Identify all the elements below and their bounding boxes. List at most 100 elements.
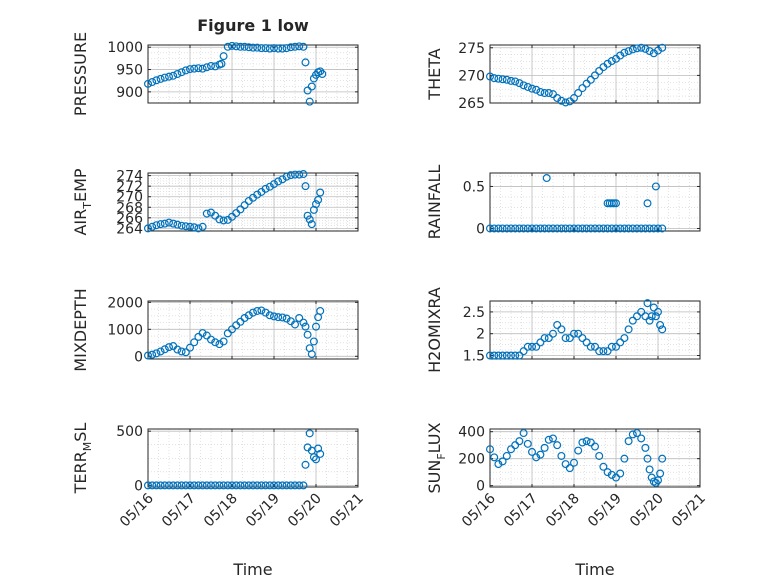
data-point xyxy=(507,351,516,360)
data-point xyxy=(236,481,245,490)
data-point xyxy=(658,224,667,233)
data-point xyxy=(557,325,566,334)
data-point xyxy=(217,59,226,68)
data-point xyxy=(240,201,249,210)
data-point xyxy=(611,224,620,233)
data-point xyxy=(590,71,599,80)
data-point xyxy=(316,449,325,458)
data-point xyxy=(624,47,633,56)
data-point xyxy=(565,224,574,233)
y-tick-label: 270 xyxy=(116,190,143,206)
data-point xyxy=(490,453,499,462)
figure-title: Figure 1 low xyxy=(197,16,309,35)
data-point xyxy=(536,338,545,347)
data-point xyxy=(165,218,174,227)
data-point xyxy=(177,481,186,490)
y-tick-label: 270 xyxy=(458,68,485,84)
data-point xyxy=(198,64,207,73)
data-point xyxy=(301,58,310,67)
subplot-1: 900 950 1000 PRESSURE xyxy=(71,32,359,116)
data-point xyxy=(574,89,583,98)
data-point xyxy=(527,224,536,233)
data-point xyxy=(658,454,667,463)
data-point xyxy=(536,224,545,233)
data-point xyxy=(291,481,300,490)
y-tick-label: 268 xyxy=(116,200,143,216)
data-point xyxy=(515,79,524,88)
axes-frame xyxy=(489,44,701,104)
data-point xyxy=(303,330,312,339)
axes-frame xyxy=(147,172,359,232)
data-point xyxy=(490,351,499,360)
data-point xyxy=(578,224,587,233)
data-point xyxy=(173,220,182,229)
data-point xyxy=(181,66,190,75)
data-point xyxy=(486,351,495,360)
y-axis-label: SUNFLUX xyxy=(425,422,448,493)
data-point xyxy=(643,299,652,308)
y-tick-label: 0.5 xyxy=(463,179,485,195)
data-point xyxy=(486,445,495,454)
axes-frame xyxy=(147,300,359,360)
data-point xyxy=(282,314,291,323)
data-point xyxy=(160,481,169,490)
data-point xyxy=(645,224,654,233)
data-point xyxy=(244,311,253,320)
data-point xyxy=(312,200,321,209)
data-point xyxy=(186,481,195,490)
data-point xyxy=(160,73,169,82)
data-point xyxy=(261,184,270,193)
data-point xyxy=(236,205,245,214)
data-point xyxy=(498,457,507,466)
data-point xyxy=(637,307,646,316)
data-point xyxy=(156,481,165,490)
data-point xyxy=(586,438,595,447)
data-point xyxy=(156,347,165,356)
data-point xyxy=(270,44,279,53)
data-point xyxy=(305,97,314,106)
data-point xyxy=(544,435,553,444)
data-point xyxy=(569,329,578,338)
x-axis-label-right: Time xyxy=(574,560,614,579)
y-tick-label: 2 xyxy=(476,327,485,343)
data-point xyxy=(544,89,553,98)
data-point xyxy=(607,470,616,479)
data-point xyxy=(207,335,216,344)
data-point xyxy=(561,224,570,233)
data-point xyxy=(186,343,195,352)
data-point xyxy=(228,325,237,334)
data-point xyxy=(498,351,507,360)
data-point xyxy=(228,481,237,490)
data-point xyxy=(198,481,207,490)
y-axis-label: AIRTEMP xyxy=(71,168,94,235)
data-point xyxy=(307,82,316,91)
data-point xyxy=(565,334,574,343)
y-tick-label: 900 xyxy=(116,85,143,101)
data-point xyxy=(181,481,190,490)
data-point xyxy=(557,224,566,233)
data-point xyxy=(523,82,532,91)
data-point xyxy=(527,447,536,456)
data-point xyxy=(647,312,656,321)
data-point xyxy=(202,209,211,218)
data-point xyxy=(515,437,524,446)
data-point xyxy=(286,171,295,180)
data-point xyxy=(190,338,199,347)
data-point xyxy=(653,307,662,316)
data-point xyxy=(215,215,224,224)
data-point xyxy=(278,175,287,184)
data-point xyxy=(152,481,161,490)
y-tick-label: 950 xyxy=(116,63,143,79)
data-point xyxy=(244,43,253,52)
data-point xyxy=(523,224,532,233)
data-point xyxy=(257,481,266,490)
data-point xyxy=(620,224,629,233)
data-point xyxy=(181,348,190,357)
data-point xyxy=(278,481,287,490)
data-point xyxy=(624,437,633,446)
data-point xyxy=(515,351,524,360)
data-point xyxy=(502,75,511,84)
data-point xyxy=(532,453,541,462)
data-point xyxy=(548,329,557,338)
